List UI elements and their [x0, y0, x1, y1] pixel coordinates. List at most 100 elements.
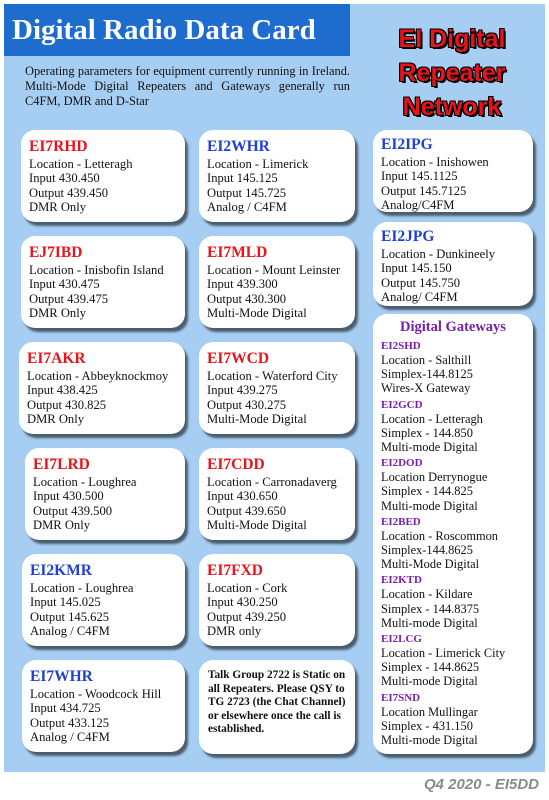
location: Location - Inisbofin Island: [29, 263, 164, 277]
output-frequency: Output 439.500: [33, 503, 113, 518]
gateway-frequency: Simplex - 144.8625: [381, 660, 480, 675]
location: Location - Carronadaverg: [207, 475, 337, 489]
gateway-location: Location - Kildare: [381, 587, 473, 602]
gateway-callsign: EI2BED: [381, 515, 421, 528]
output-frequency: Output 430.825: [27, 397, 107, 412]
talkgroup-notice: Talk Group 2722 is Static on all Repeate…: [199, 660, 355, 754]
callsign: EI2IPG: [381, 136, 433, 153]
footer-credit: Q4 2020 - EI5DD: [423, 776, 539, 793]
mode: Analog / C4FM: [207, 200, 287, 215]
repeater-card-ei2jpg: EI2JPG Location - Dunkineely Input 145.1…: [373, 222, 533, 306]
output-frequency: Output 439.250: [207, 609, 287, 624]
input-frequency: Input 145.1125: [381, 169, 458, 184]
output-frequency: Output 430.300: [207, 291, 287, 306]
output-frequency: Output 439.475: [29, 291, 109, 306]
repeater-card-ei7lrd: EI7LRD Location - Loughrea Input 430.500…: [25, 448, 185, 540]
location: Location - Dunkineely: [381, 247, 496, 261]
repeater-card-ei2whr: EI2WHR Location - Limerick Input 145.125…: [199, 130, 355, 222]
output-frequency: Output 145.725: [207, 185, 287, 200]
output-frequency: Output 433.125: [30, 715, 110, 730]
gateways-title: Digital Gateways: [400, 319, 506, 335]
mode: DMR Only: [29, 306, 87, 321]
input-frequency: Input 439.275: [207, 383, 278, 398]
gateway-callsign: EI2LCG: [381, 633, 422, 646]
intro-text: Operating parameters for equipment curre…: [25, 64, 350, 108]
gateway-frequency: Simplex - 431.150: [381, 718, 473, 733]
mode: DMR Only: [29, 200, 87, 215]
location: Location - Waterford City: [207, 369, 338, 383]
output-frequency: Output 439.450: [29, 185, 109, 200]
input-frequency: Input 430.475: [29, 277, 100, 292]
callsign: EI7WHR: [30, 668, 93, 685]
callsign: EI2WHR: [207, 138, 270, 155]
mode: Analog / C4FM: [30, 624, 110, 639]
repeater-card-ei2ipg: EI2IPG Location - Inishowen Input 145.11…: [373, 130, 533, 212]
gateway-location: Location - Limerick City: [381, 646, 506, 661]
location: Location - Letteragh: [29, 157, 133, 171]
callsign: EI7RHD: [29, 138, 88, 155]
mode: Analog/C4FM: [381, 198, 455, 213]
gateway-mode: Multi-mode Digital: [381, 733, 478, 748]
network-line: Network: [402, 93, 502, 121]
gateway-mode: Multi-mode Digital: [381, 674, 478, 689]
gateway-frequency: Simplex-144.8125: [381, 367, 473, 382]
gateway-callsign: EI2KTD: [381, 574, 422, 587]
input-frequency: Input 430.250: [207, 595, 278, 610]
mode: DMR Only: [27, 412, 85, 427]
input-frequency: Input 430.500: [33, 489, 104, 504]
gateway-callsign: EI2DOD: [381, 457, 423, 470]
mode: Analog/ C4FM: [381, 290, 458, 305]
repeater-card-ei7wcd: EI7WCD Location - Waterford City Input 4…: [199, 342, 355, 434]
callsign: EI7MLD: [207, 244, 268, 261]
mode: DMR only: [207, 624, 262, 639]
gateway-frequency: Simplex-144.8625: [381, 543, 473, 558]
repeater-card-ei7fxd: EI7FXD Location - Cork Input 430.250 Out…: [199, 554, 355, 646]
callsign: EI2JPG: [381, 228, 435, 245]
gateway-location: Location Mullingar: [381, 704, 478, 719]
gateway-callsign: EI2SHD: [381, 340, 421, 352]
gateway-location: Location - Letteragh: [381, 411, 483, 426]
location: Location - Inishowen: [381, 155, 489, 169]
network-line: Repeater: [398, 59, 506, 87]
gateway-callsign: EI2GCD: [381, 398, 423, 411]
gateway-location: Location - Roscommon: [381, 528, 499, 543]
mode: DMR Only: [33, 518, 91, 533]
repeater-card-ei7rhd: EI7RHD Location - Letteragh Input 430.45…: [21, 130, 185, 222]
gateway-frequency: Simplex - 144.8375: [381, 601, 480, 616]
repeater-card-ei7akr: EI7AKR Location - Abbeyknockmoy Input 43…: [19, 342, 185, 434]
gateway-mode: Multi-mode Digital: [381, 440, 478, 455]
gateway-frequency: Simplex - 144.825: [381, 484, 473, 499]
location: Location - Abbeyknockmoy: [27, 369, 169, 383]
input-frequency: Input 145.125: [207, 171, 278, 186]
output-frequency: Output 430.275: [207, 397, 287, 412]
callsign: EI2KMR: [30, 562, 92, 579]
callsign: EI7FXD: [207, 562, 263, 579]
gateways-card: Digital Gateways EI2SHD Location - Salth…: [373, 314, 533, 754]
location: Location - Loughrea: [33, 475, 137, 489]
callsign: EJ7IBD: [29, 244, 83, 261]
gateway-frequency: Simplex - 144.850: [381, 425, 473, 440]
network-logo-text: EI Digital Repeater Network: [362, 22, 542, 124]
gateway-mode: Wires-X Gateway: [381, 381, 471, 396]
input-frequency: Input 145.025: [30, 595, 101, 610]
mode: Multi-Mode Digital: [207, 412, 307, 427]
mode: Analog / C4FM: [30, 730, 110, 745]
input-frequency: Input 439.300: [207, 277, 278, 292]
input-frequency: Input 434.725: [30, 701, 101, 716]
location: Location - Loughrea: [30, 581, 134, 595]
location: Location - Woodcock Hill: [30, 687, 162, 701]
repeater-card-ei7mld: EI7MLD Location - Mount Leinster Input 4…: [199, 236, 355, 328]
output-frequency: Output 439.650: [207, 503, 287, 518]
callsign: EI7WCD: [207, 350, 270, 367]
page-title: Digital Radio Data Card: [4, 4, 350, 56]
repeater-card-ej7ibd: EJ7IBD Location - Inisbofin Island Input…: [21, 236, 185, 328]
output-frequency: Output 145.750: [381, 275, 461, 290]
repeater-card-ei7cdd: EI7CDD Location - Carronadaverg Input 43…: [199, 448, 355, 540]
input-frequency: Input 145.150: [381, 261, 452, 276]
repeater-card-ei2kmr: EI2KMR Location - Loughrea Input 145.025…: [22, 554, 185, 646]
input-frequency: Input 438.425: [27, 383, 98, 398]
input-frequency: Input 430.650: [207, 489, 278, 504]
callsign: EI7LRD: [33, 456, 90, 473]
gateway-mode: Multi-mode Digital: [381, 498, 478, 513]
location: Location - Limerick: [207, 157, 309, 171]
